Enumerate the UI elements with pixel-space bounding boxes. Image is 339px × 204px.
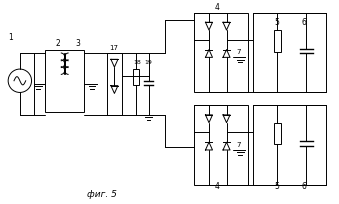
Bar	[194, 106, 248, 185]
Bar	[45, 50, 84, 112]
Text: 5: 5	[274, 18, 279, 27]
Text: 3: 3	[76, 39, 80, 48]
Bar	[253, 106, 326, 185]
Bar	[274, 123, 281, 144]
Text: 6: 6	[302, 18, 306, 27]
Bar	[274, 31, 281, 52]
Text: 19: 19	[145, 60, 153, 65]
Text: 4: 4	[214, 3, 219, 12]
Text: 4: 4	[214, 181, 219, 190]
Bar	[194, 13, 248, 93]
Bar	[107, 54, 122, 115]
Text: 6: 6	[302, 181, 306, 190]
Text: фиг. 5: фиг. 5	[87, 189, 117, 198]
Text: 7: 7	[236, 141, 241, 147]
Text: 2: 2	[56, 39, 61, 48]
Text: 18: 18	[133, 60, 141, 65]
Bar	[133, 70, 139, 85]
Bar	[253, 13, 326, 93]
Text: 5: 5	[274, 181, 279, 190]
Text: 1: 1	[8, 33, 13, 42]
Text: 17: 17	[109, 44, 119, 50]
Text: 7: 7	[236, 49, 241, 55]
